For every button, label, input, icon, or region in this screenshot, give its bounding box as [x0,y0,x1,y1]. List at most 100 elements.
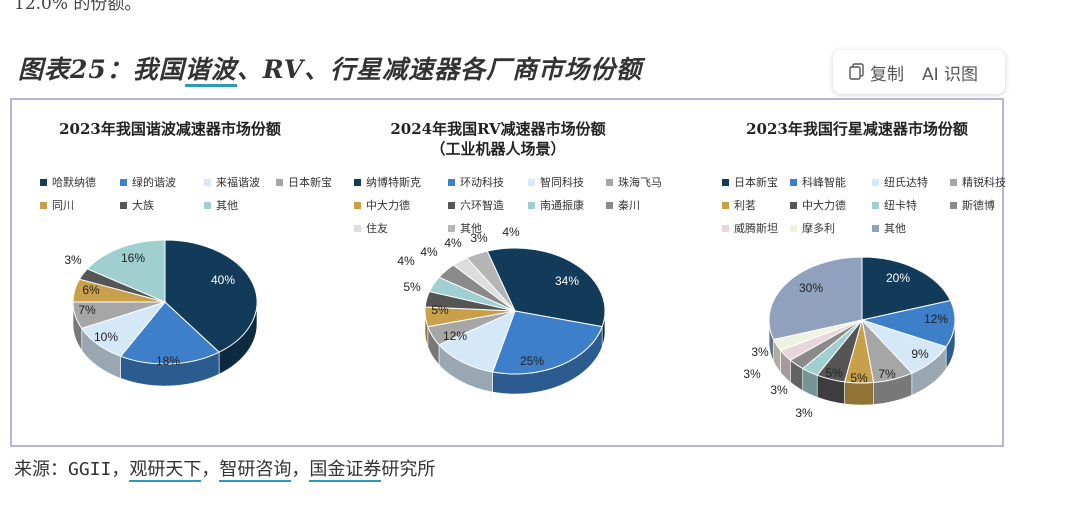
chart-2-legend-item: 住友 [354,220,388,236]
legend-label: 环动科技 [460,176,504,189]
source-link-2[interactable]: 智研咨询 [219,459,292,482]
source-sep-2: ， [291,459,310,480]
figure-title-highlight[interactable]: 谐波 [184,55,237,87]
legend-label: 同川 [52,199,74,212]
legend-swatch [950,178,957,186]
legend-swatch [204,201,211,209]
legend-label: 日本新宝 [288,176,332,189]
legend-label: 其他 [216,199,238,212]
chart-2-legend-item: 中大力德 [354,197,410,213]
legend-label: 绿的谐波 [132,176,176,189]
chart-3-legend-item: 科峰智能 [790,174,846,190]
legend-swatch [872,178,879,186]
legend-label: 大族 [132,199,154,212]
chart-3-legend-item: 摩多利 [790,220,835,236]
chart-2-legend-item: 珠海飞马 [606,174,662,190]
legend-label: 中大力德 [366,199,410,212]
legend-swatch [40,201,47,209]
legend-label: 智同科技 [540,176,584,189]
figure-frame [10,98,1004,447]
legend-label: 日本新宝 [734,176,778,189]
chart-2-legend-item: 纳博特斯克 [354,174,421,190]
chart-2-legend-item: 南通振康 [528,197,584,213]
legend-swatch [528,201,535,209]
chart-2-legend-item: 智同科技 [528,174,584,190]
chart-1-legend-item: 同川 [40,197,74,213]
legend-swatch [354,224,361,232]
chart-1-legend-item: 绿的谐波 [120,174,176,190]
legend-swatch [872,201,879,209]
legend-swatch [790,224,797,232]
image-toolbar: 复制 AI 识图 [833,50,1005,94]
legend-label: 南通振康 [540,199,584,212]
figure-title: 图表25：我国谐波、RV、行星减速器各厂商市场份额 [18,50,643,87]
legend-label: 纽氏达特 [884,176,928,189]
legend-label: 科峰智能 [802,176,846,189]
legend-swatch [872,224,879,232]
copy-icon [849,63,864,80]
legend-swatch [448,224,455,232]
legend-label: 六环智造 [460,199,504,212]
legend-swatch [606,178,613,186]
chart-3-title: 2023年我国行星减速器市场份额 [746,120,968,138]
legend-swatch [276,178,283,186]
chart-1-legend-item: 来福谐波 [204,174,260,190]
legend-label: 纳博特斯克 [366,176,421,189]
chart-2-legend-item: 秦川 [606,197,640,213]
chart-1-legend-item: 大族 [120,197,154,213]
chart-3-legend-item: 利茗 [722,197,756,213]
chart-3-legend-item: 精锐科技 [950,174,1006,190]
legend-swatch [722,224,729,232]
chart-1-title: 2023年我国谐波减速器市场份额 [59,120,281,138]
legend-label: 精锐科技 [962,176,1006,189]
legend-swatch [722,201,729,209]
copy-label: 复制 [870,64,904,85]
legend-swatch [528,178,535,186]
legend-label: 中大力德 [802,199,846,212]
chart-1-legend-item: 其他 [204,197,238,213]
chart-3-legend-item: 日本新宝 [722,174,778,190]
legend-label: 其他 [884,222,906,235]
chart-3-legend-item: 纽氏达特 [872,174,928,190]
legend-label: 威腾斯坦 [734,222,778,235]
chart-3-legend-item: 中大力德 [790,197,846,213]
ai-recognize-button[interactable]: AI 识图 [922,60,978,85]
legend-label: 住友 [366,222,388,235]
chart-2-subtitle: （工业机器人场景） [430,140,566,158]
chart-3-legend-item: 纽卡特 [872,197,917,213]
legend-label: 摩多利 [802,222,835,235]
source-link-1[interactable]: 观研天下 [129,459,202,482]
chart-2-title: 2024年我国RV减速器市场份额 [390,120,606,138]
chart-3-legend-item: 其他 [872,220,906,236]
chart-2-legend-item: 六环智造 [448,197,504,213]
legend-swatch [354,201,361,209]
legend-label: 利茗 [734,199,756,212]
legend-label: 其他 [460,222,482,235]
legend-swatch [448,178,455,186]
copy-button[interactable]: 复制 [849,60,904,85]
chart-1-legend-item: 哈默纳德 [40,174,96,190]
legend-swatch [950,201,957,209]
chart-3-legend-item: 威腾斯坦 [722,220,778,236]
figure-title-prefix: 图表25：我国 [18,55,185,84]
chart-1-legend-item: 日本新宝 [276,174,332,190]
legend-swatch [204,178,211,186]
ai-label: AI 识图 [922,64,979,85]
legend-swatch [354,178,361,186]
source-link-3[interactable]: 国金证券 [309,459,382,482]
legend-swatch [606,201,613,209]
legend-label: 来福谐波 [216,176,260,189]
legend-swatch [448,201,455,209]
legend-label: 斯德博 [962,199,995,212]
chart-3-legend-item: 斯德博 [950,197,995,213]
legend-swatch [722,178,729,186]
legend-label: 秦川 [618,199,640,212]
truncated-body-text: 12.0% 的份额。 [14,0,142,14]
chart-2-legend-item: 其他 [448,220,482,236]
legend-swatch [790,201,797,209]
legend-swatch [790,178,797,186]
legend-swatch [120,178,127,186]
source-suffix: 研究所 [381,459,436,480]
legend-swatch [40,178,47,186]
figure-title-suffix: 、RV、行星减速器各厂商市场份额 [236,55,643,84]
